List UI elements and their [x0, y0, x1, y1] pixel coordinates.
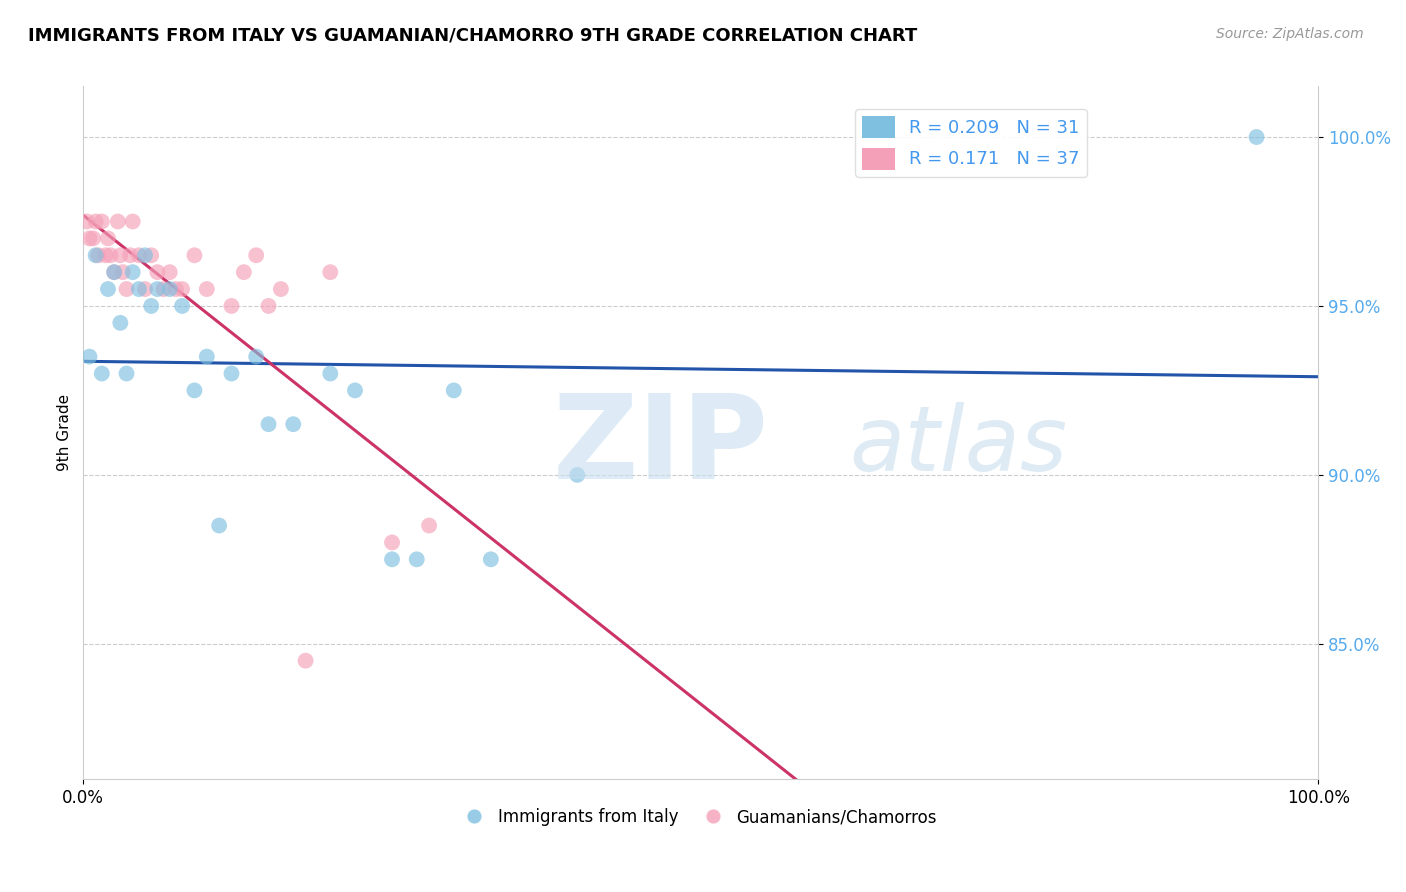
Point [159, 282, 181, 296]
Point [159, 265, 181, 279]
Point [381, 535, 404, 549]
Point [165, 282, 187, 296]
Point [479, 552, 502, 566]
Point [120, 248, 142, 262]
Point [195, 282, 218, 296]
Point [343, 384, 366, 398]
Point [128, 282, 150, 296]
Point [152, 282, 174, 296]
Point [195, 350, 218, 364]
Point [405, 552, 427, 566]
Point [183, 248, 205, 262]
Point [221, 299, 243, 313]
Point [115, 367, 138, 381]
Point [94, 248, 117, 262]
Point [245, 248, 267, 262]
Point [134, 248, 156, 262]
Point [270, 282, 292, 296]
Point [110, 316, 132, 330]
Point [443, 384, 465, 398]
Point [232, 265, 254, 279]
Point [97, 282, 120, 296]
Point [319, 265, 342, 279]
Point [134, 282, 156, 296]
Legend: Immigrants from Italy, Guamanians/Chamorros: Immigrants from Italy, Guamanians/Chamor… [458, 802, 943, 833]
Point [115, 282, 138, 296]
Point [172, 282, 194, 296]
Point [107, 214, 129, 228]
Point [90, 367, 112, 381]
Point [294, 654, 316, 668]
Point [319, 367, 342, 381]
Text: atlas: atlas [849, 402, 1067, 491]
Point [121, 214, 143, 228]
Y-axis label: 9th Grade: 9th Grade [58, 394, 72, 471]
Point [103, 265, 125, 279]
Point [257, 299, 280, 313]
Point [208, 518, 231, 533]
Point [418, 518, 440, 533]
Point [90, 214, 112, 228]
Point [84, 248, 107, 262]
Point [79, 350, 101, 364]
Point [1246, 130, 1268, 145]
Point [381, 552, 404, 566]
Text: Source: ZipAtlas.com: Source: ZipAtlas.com [1216, 27, 1364, 41]
Point [283, 417, 305, 432]
Point [146, 282, 169, 296]
Point [245, 350, 267, 364]
Point [141, 299, 163, 313]
Point [110, 248, 132, 262]
Point [141, 248, 163, 262]
Point [111, 265, 134, 279]
Point [97, 231, 120, 245]
Point [221, 367, 243, 381]
Point [76, 214, 98, 228]
Point [100, 248, 122, 262]
Point [257, 417, 280, 432]
Point [121, 265, 143, 279]
Point [128, 248, 150, 262]
Text: IMMIGRANTS FROM ITALY VS GUAMANIAN/CHAMORRO 9TH GRADE CORRELATION CHART: IMMIGRANTS FROM ITALY VS GUAMANIAN/CHAMO… [28, 27, 917, 45]
Point [146, 265, 169, 279]
Text: ZIP: ZIP [553, 389, 769, 504]
Point [79, 231, 101, 245]
Point [567, 467, 589, 482]
Point [183, 384, 205, 398]
Point [82, 231, 104, 245]
Point [87, 248, 110, 262]
Point [84, 214, 107, 228]
Point [103, 265, 125, 279]
Point [172, 299, 194, 313]
